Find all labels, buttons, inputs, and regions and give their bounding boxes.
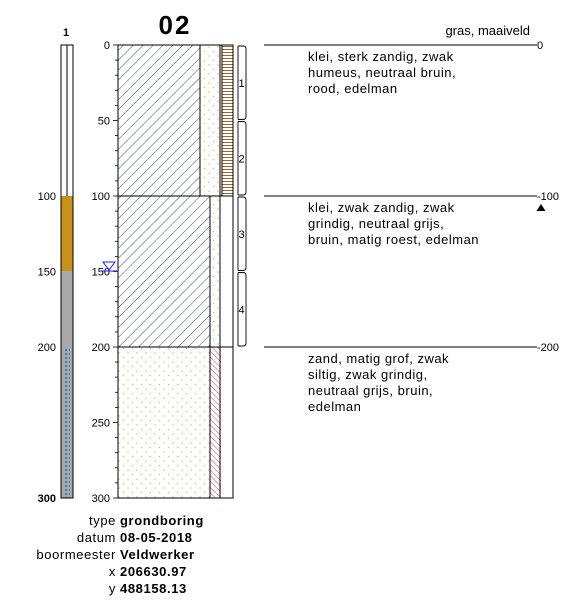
layer-2-description-line-2: grindig, neutraal grijs, [308, 216, 444, 231]
layer-1-description-line-3: rood, edelman [308, 81, 398, 96]
layer-3-sand [118, 347, 210, 498]
main-log-column [117, 44, 234, 499]
scale-column-label: 1 [63, 27, 69, 39]
sample-label-3: 3 [238, 229, 244, 241]
sample-intervals: 1 2 3 4 [237, 45, 247, 347]
meta-datum-key: datum [76, 530, 116, 545]
left-tick-label-150: 150 [38, 267, 56, 279]
layer-2-description-line-1: klei, zwak zandig, zwak [308, 200, 455, 215]
left-tick-label-100: 100 [38, 191, 56, 203]
left-column-ochre-band [61, 196, 73, 271]
sample-label-1: 1 [238, 78, 244, 90]
layer-1-clay [118, 45, 200, 196]
meta-boormeester-key: boormeester [36, 547, 116, 562]
main-tick-label-300: 300 [92, 493, 110, 505]
main-tick-label-250: 250 [92, 418, 110, 430]
boring-metadata: type grondboring datum 08-05-2018 boorme… [0, 512, 571, 597]
main-depth-ticks: 0 50 100 150 200 250 300 [92, 40, 118, 505]
layer-2-clay [118, 196, 210, 347]
layer-3-description-line-4: edelman [308, 399, 361, 414]
layer-1-humus-strip [222, 45, 233, 196]
sample-label-4: 4 [238, 304, 244, 316]
layer-3-gravel-strip [210, 347, 221, 498]
left-depth-ticks: 100 150 200 300 [38, 191, 56, 505]
marker-triangle-icon [536, 204, 546, 211]
left-tick-label-300: 300 [38, 493, 56, 505]
sample-bracket-4 [238, 272, 247, 347]
meta-x-value: 206630.97 [120, 564, 187, 579]
meta-y-value: 488158.13 [120, 581, 187, 596]
boring-id: 02 [159, 10, 192, 40]
sample-bracket-3 [238, 196, 247, 271]
boundary-label-1: -100 [537, 191, 559, 203]
meta-boormeester-value: Veldwerker [120, 547, 195, 562]
meta-datum-row: datum 08-05-2018 [0, 529, 571, 546]
layer-1-description-line-2: humeus, neutraal bruin, [308, 65, 456, 80]
meta-type-value: grondboring [120, 513, 204, 528]
main-tick-label-0: 0 [104, 40, 110, 52]
sample-label-2: 2 [238, 153, 244, 165]
main-tick-label-50: 50 [98, 116, 110, 128]
meta-x-key: x [108, 564, 116, 579]
left-column-blue-band [64, 347, 70, 498]
layer-2-description-line-3: bruin, matig roest, edelman [308, 232, 479, 247]
ground-surface-label: gras, maaiveld [445, 23, 530, 38]
boundary-label-0: 0 [537, 40, 543, 52]
layer-3-description-line-3: neutraal grijs, bruin, [308, 383, 433, 398]
sample-bracket-1 [238, 45, 247, 120]
layer-1-description-line-1: klei, sterk zandig, zwak [308, 49, 454, 64]
main-tick-label-200: 200 [92, 342, 110, 354]
layer-3-description-line-2: siltig, zwak grindig, [308, 367, 428, 382]
left-tick-label-200: 200 [38, 342, 56, 354]
meta-type-row: type grondboring [0, 512, 571, 529]
boundary-label-2: -200 [537, 342, 559, 354]
meta-type-key: type [89, 513, 116, 528]
left-depth-column [60, 44, 74, 499]
meta-boormeester-row: boormeester Veldwerker [0, 546, 571, 563]
meta-y-row: y 488158.13 [0, 580, 571, 597]
layer-2-sand-fraction [210, 196, 220, 347]
layer-boundaries: 0 -100 -200 [264, 40, 559, 354]
meta-x-row: x 206630.97 [0, 563, 571, 580]
layer-1-sand-fraction [200, 45, 220, 196]
main-tick-label-100: 100 [92, 191, 110, 203]
sample-bracket-2 [238, 121, 247, 196]
meta-y-key: y [108, 581, 116, 596]
groundwater-level-icon [100, 261, 118, 272]
layer-3-description-line-1: zand, matig grof, zwak [308, 351, 449, 366]
main-tick-label-150: 150 [92, 267, 110, 279]
meta-datum-value: 08-05-2018 [120, 530, 193, 545]
